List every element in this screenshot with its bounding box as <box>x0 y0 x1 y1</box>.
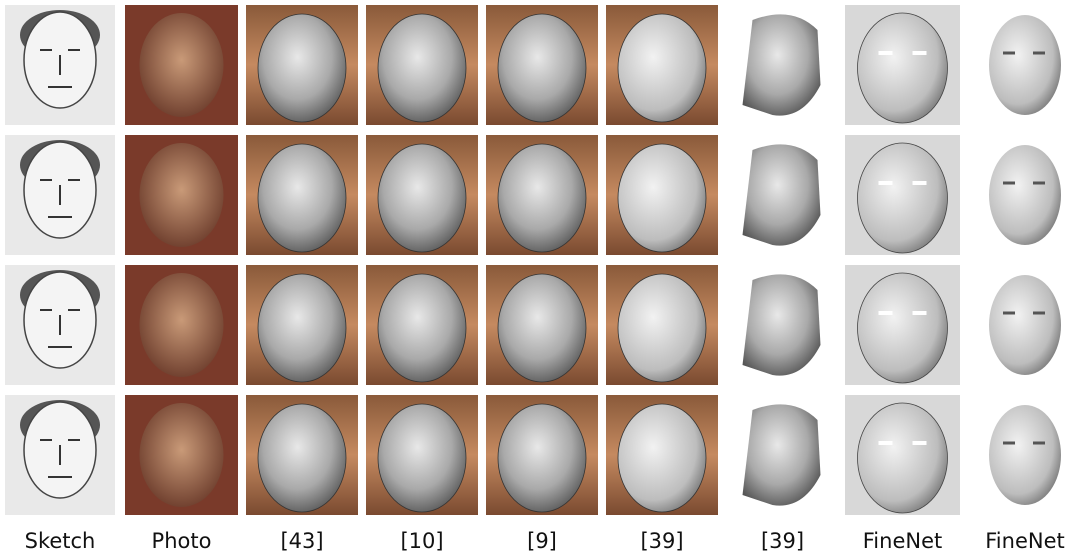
side-reconstruction <box>743 144 821 245</box>
photo-face <box>140 13 224 117</box>
face-reconstruction <box>258 404 346 512</box>
side-reconstruction <box>743 274 821 375</box>
column-label: FineNet <box>863 529 942 553</box>
face-reconstruction <box>258 144 346 252</box>
finenet-mask <box>989 405 1061 505</box>
side-reconstruction <box>743 404 821 505</box>
column-label: Photo <box>152 529 212 553</box>
face-reconstruction <box>258 274 346 382</box>
column-label: [9] <box>527 529 557 553</box>
face-reconstruction <box>618 274 706 382</box>
column-label: [43] <box>280 529 323 553</box>
page: Sketch Photo [43] [10] [9] [39] [39] FineNet Fin… <box>0 0 1078 553</box>
side-reconstruction <box>743 14 821 115</box>
finenet-mask <box>989 15 1061 115</box>
face-reconstruction <box>618 14 706 122</box>
face-reconstruction <box>498 144 586 252</box>
image-grid <box>5 5 1061 515</box>
face-reconstruction <box>378 404 466 512</box>
photo-face <box>140 273 224 377</box>
photo-face <box>140 143 224 247</box>
column-labels: Sketch Photo [43] [10] [9] [39] [39] FineNet Fin… <box>25 529 1065 553</box>
column-label: [39] <box>640 529 683 553</box>
finenet-face <box>858 403 948 513</box>
face-reconstruction <box>618 144 706 252</box>
figure: Sketch Photo [43] [10] [9] [39] [39] FineNet Fin… <box>0 0 1078 553</box>
face-reconstruction <box>258 14 346 122</box>
photo-face <box>140 403 224 507</box>
column-label: FineNet <box>985 529 1064 553</box>
face-reconstruction <box>378 274 466 382</box>
finenet-face <box>858 273 948 383</box>
face-reconstruction <box>498 404 586 512</box>
finenet-face <box>858 143 948 253</box>
finenet-face <box>858 13 948 123</box>
finenet-mask <box>989 145 1061 245</box>
column-label: [10] <box>400 529 443 553</box>
face-reconstruction <box>498 14 586 122</box>
finenet-mask <box>989 275 1061 375</box>
face-reconstruction <box>378 144 466 252</box>
column-label: [39] <box>761 529 804 553</box>
face-reconstruction <box>378 14 466 122</box>
column-label: Sketch <box>25 529 96 553</box>
face-reconstruction <box>498 274 586 382</box>
face-reconstruction <box>618 404 706 512</box>
